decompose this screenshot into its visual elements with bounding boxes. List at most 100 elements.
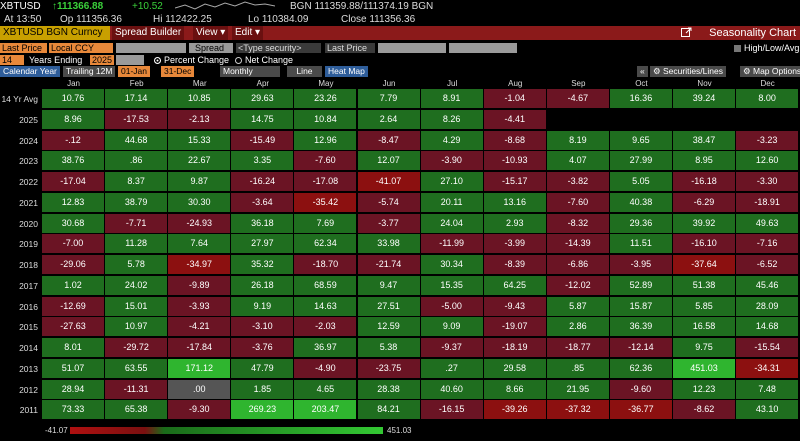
heatmap-cell[interactable]: 9.19: [231, 296, 295, 316]
heatmap-cell[interactable]: -3.90: [420, 151, 484, 171]
heatmap-cell[interactable]: -15.17: [483, 172, 547, 191]
heatmap-cell[interactable]: -12.14: [609, 338, 673, 357]
heatmap-cell[interactable]: -39.26: [483, 400, 547, 420]
heatmap-cell[interactable]: -3.23: [736, 130, 800, 150]
heatmap-cell[interactable]: 10.97: [105, 317, 169, 337]
field-select[interactable]: Last Price: [0, 43, 47, 53]
heatmap-cell[interactable]: 23.26: [294, 89, 358, 108]
heatmap-cell[interactable]: -23.75: [357, 358, 421, 378]
period-select[interactable]: Monthly: [220, 66, 280, 77]
heatmap-cell[interactable]: -16.10: [673, 234, 737, 254]
heatmap-cell[interactable]: 15.33: [168, 130, 232, 150]
heatmap-cell[interactable]: 28.38: [357, 379, 421, 399]
heatmap-cell[interactable]: -6.29: [673, 192, 737, 212]
type-security-input[interactable]: <Type security>: [236, 43, 321, 53]
heatmap-cell[interactable]: 1.02: [42, 275, 106, 295]
heatmap-cell[interactable]: 28.94: [42, 379, 106, 399]
heatmap-cell[interactable]: -6.52: [736, 255, 800, 274]
heatmap-cell[interactable]: -3.10: [231, 317, 295, 337]
heatmap-cell[interactable]: -12.69: [42, 296, 106, 316]
heatmap-cell[interactable]: -29.06: [42, 255, 106, 274]
heatmap-cell[interactable]: -7.16: [736, 234, 800, 254]
heatmap-cell[interactable]: 12.96: [294, 130, 358, 150]
currency-select[interactable]: Local CCY: [49, 43, 113, 53]
heatmap-cell[interactable]: 38.47: [673, 130, 737, 150]
heatmap-cell[interactable]: 40.38: [609, 192, 673, 212]
heatmap-cell[interactable]: -4.41: [483, 109, 547, 129]
heatmap-cell[interactable]: 9.75: [673, 338, 737, 357]
heatmap-cell[interactable]: -34.31: [736, 358, 800, 378]
heatmap-cell[interactable]: 8.37: [105, 172, 169, 191]
heatmap-cell[interactable]: -18.77: [546, 338, 610, 357]
heatmap-cell[interactable]: 24.02: [105, 275, 169, 295]
external-link-icon[interactable]: [681, 27, 692, 38]
heatmap-cell[interactable]: 36.39: [609, 317, 673, 337]
heatmap-cell[interactable]: 11.51: [609, 234, 673, 254]
heatmap-cell[interactable]: 65.38: [105, 400, 169, 420]
heatmap-cell[interactable]: 35.32: [231, 255, 295, 274]
heatmap-cell[interactable]: 12.23: [673, 379, 737, 399]
heatmap-cell[interactable]: -15.49: [231, 130, 295, 150]
heatmap-cell[interactable]: .86: [105, 151, 169, 171]
heatmap-cell[interactable]: -7.60: [546, 192, 610, 212]
heatmap-cell[interactable]: -4.90: [294, 358, 358, 378]
heatmap-cell[interactable]: 12.60: [736, 151, 800, 171]
heatmap-cell[interactable]: 62.34: [294, 234, 358, 254]
heatmap-cell[interactable]: -16.18: [673, 172, 737, 191]
heatmap-cell[interactable]: 3.35: [231, 151, 295, 171]
heatmap-cell[interactable]: 17.14: [105, 89, 169, 108]
heatmap-cell[interactable]: -37.64: [673, 255, 737, 274]
view-menu[interactable]: View ▾: [193, 26, 229, 40]
heatmap-cell[interactable]: -9.30: [168, 400, 232, 420]
heatmap-cell[interactable]: 33.98: [357, 234, 421, 254]
heatmap-cell[interactable]: -21.74: [357, 255, 421, 274]
heatmap-cell[interactable]: 5.85: [673, 296, 737, 316]
heatmap-cell[interactable]: -16.24: [231, 172, 295, 191]
heatmap-cell[interactable]: 12.83: [42, 192, 106, 212]
heatmap-cell[interactable]: 24.04: [420, 213, 484, 233]
heatmap-cell[interactable]: -5.00: [420, 296, 484, 316]
heatmap-cell[interactable]: 4.29: [420, 130, 484, 150]
line-button[interactable]: Line: [287, 66, 322, 77]
heatmap-cell[interactable]: 30.30: [168, 192, 232, 212]
heatmap-cell[interactable]: -15.54: [736, 338, 800, 357]
spread-select[interactable]: Spread: [193, 43, 233, 53]
heatmap-cell[interactable]: 8.19: [546, 130, 610, 150]
heatmap-cell[interactable]: 10.76: [42, 89, 106, 108]
heatmap-cell[interactable]: 10.84: [294, 109, 358, 129]
heatmap-cell[interactable]: 29.63: [231, 89, 295, 108]
heatmap-cell[interactable]: -11.31: [105, 379, 169, 399]
heatmap-cell[interactable]: 9.09: [420, 317, 484, 337]
heatmap-cell[interactable]: 2.93: [483, 213, 547, 233]
heatmap-cell[interactable]: 13.16: [483, 192, 547, 212]
trailing-12m-button[interactable]: Trailing 12M: [63, 66, 116, 77]
heatmap-cell[interactable]: -10.93: [483, 151, 547, 171]
heatmap-cell[interactable]: 39.92: [673, 213, 737, 233]
heatmap-cell[interactable]: 8.01: [42, 338, 106, 357]
heatmap-cell[interactable]: -7.71: [105, 213, 169, 233]
heatmap-cell[interactable]: -8.32: [546, 213, 610, 233]
heatmap-cell[interactable]: -3.64: [231, 192, 295, 212]
heatmap-cell[interactable]: 9.87: [168, 172, 232, 191]
heatmap-cell[interactable]: 28.09: [736, 296, 800, 316]
heatmap-cell[interactable]: 9.65: [609, 130, 673, 150]
heatmap-cell[interactable]: 29.58: [483, 358, 547, 378]
heatmap-cell[interactable]: 36.97: [294, 338, 358, 357]
heatmap-cell[interactable]: 2.64: [357, 109, 421, 129]
heatmap-cell[interactable]: -18.19: [483, 338, 547, 357]
heatmap-cell[interactable]: 47.79: [231, 358, 295, 378]
heatmap-cell[interactable]: 68.59: [294, 275, 358, 295]
heatmap-cell[interactable]: 8.95: [673, 151, 737, 171]
heatmap-cell[interactable]: 51.38: [673, 275, 737, 295]
heatmap-cell[interactable]: 203.47: [294, 400, 358, 420]
heatmap-cell[interactable]: 27.51: [357, 296, 421, 316]
heatmap-cell[interactable]: -24.93: [168, 213, 232, 233]
heatmap-cell[interactable]: 7.48: [736, 379, 800, 399]
heatmap-cell[interactable]: 5.87: [546, 296, 610, 316]
heatmap-cell[interactable]: 1.85: [231, 379, 295, 399]
heatmap-cell[interactable]: -3.99: [483, 234, 547, 254]
heatmap-cell[interactable]: 5.05: [609, 172, 673, 191]
nav-left-button[interactable]: «: [637, 66, 648, 77]
heatmap-cell[interactable]: -3.76: [231, 338, 295, 357]
heatmap-cell[interactable]: 8.00: [736, 89, 800, 108]
